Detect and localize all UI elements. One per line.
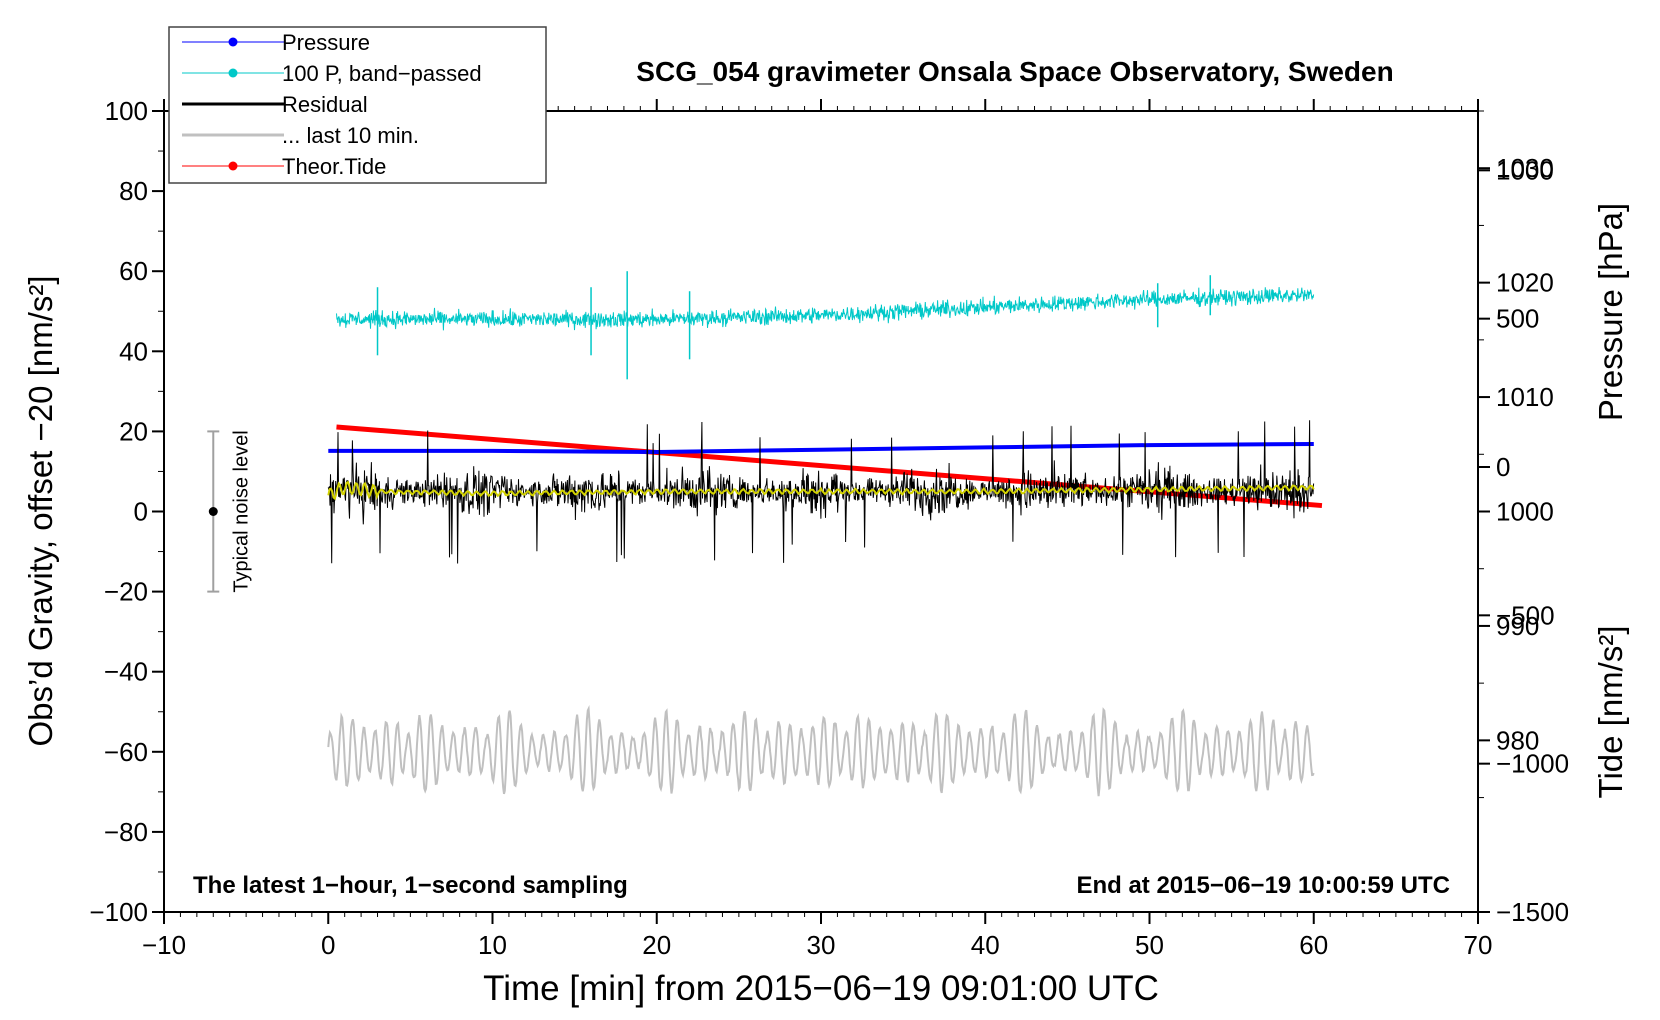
y-tick-label-0: 100	[105, 96, 148, 126]
pressure-tick-label-2: 1010	[1496, 382, 1554, 412]
x-tick-label-0: −10	[142, 930, 186, 960]
legend-label-last-10-min: ... last 10 min.	[282, 123, 419, 148]
x-tick-label-2: 10	[478, 930, 507, 960]
pressure-tick-label-4: 990	[1496, 611, 1539, 641]
legend-marker-pressure	[228, 37, 238, 47]
legend-marker-theor-tide	[228, 161, 238, 171]
x-tick-label-7: 60	[1299, 930, 1328, 960]
y-tick-label-3: 40	[119, 336, 148, 366]
noise-bar-label: Typical noise level	[230, 430, 252, 592]
series-band-passed-line	[336, 286, 1315, 331]
x-tick-label-4: 30	[807, 930, 836, 960]
x-tick-label-8: 70	[1464, 930, 1493, 960]
tide-tick-label-5: −1500	[1496, 897, 1569, 927]
y-axis-label-pressure: Pressure [hPa]	[1592, 203, 1629, 421]
x-tick-label-5: 40	[971, 930, 1000, 960]
x-tick-label-1: 0	[321, 930, 335, 960]
tide-tick-label-3: −500	[1496, 600, 1555, 630]
y-tick-label-1: 80	[119, 176, 148, 206]
legend-label-theor-tide: Theor.Tide	[282, 154, 386, 179]
series-residual-line	[327, 420, 1315, 564]
noise-bar-layer: Typical noise level	[207, 430, 252, 593]
axes-layer: −10 0 10 20 30 40 50 60 70100806040200−20−40−60−…	[89, 96, 1569, 960]
pressure-tick-label-1: 1020	[1496, 268, 1554, 298]
legend-label-pressure: Pressure	[282, 30, 370, 55]
y-tick-label-8: −60	[104, 737, 148, 767]
y-tick-label-7: −40	[104, 657, 148, 687]
series-last-10-min-line	[327, 705, 1315, 797]
series-layer	[327, 271, 1323, 797]
series-residual-smoothed-line	[327, 480, 1315, 501]
x-tick-label-3: 20	[642, 930, 671, 960]
tide-tick-label-1: 500	[1496, 304, 1539, 334]
noise-bar-center-dot	[208, 507, 218, 516]
legend-label-100-p-band-passed: 100 P, band−passed	[282, 61, 482, 86]
y-axis-label-left: Obs’d Gravity, offset −20 [nm/s²]	[22, 275, 59, 746]
pressure-tick-label-0: 1030	[1496, 153, 1554, 183]
series-pressure-line	[328, 442, 1314, 455]
chart-title: SCG_054 gravimeter Onsala Space Observat…	[636, 56, 1393, 87]
legend-entries: Pressure 100 P, band−passed Residual ... la…	[182, 30, 482, 179]
x-axis-label: Time [min] from 2015−06−19 09:01:00 UTC	[483, 969, 1159, 1008]
tide-tick-label-2: 0	[1496, 452, 1510, 482]
y-tick-label-5: 0	[134, 497, 148, 527]
x-tick-label-6: 50	[1135, 930, 1164, 960]
y-tick-label-6: −20	[104, 577, 148, 607]
y-tick-label-10: −100	[89, 897, 148, 927]
y-tick-label-9: −80	[104, 817, 148, 847]
legend-label-residual: Residual	[282, 92, 368, 117]
tide-tick-label-4: −1000	[1496, 749, 1569, 779]
annotation-sampling: The latest 1−hour, 1−second sampling	[193, 872, 628, 899]
legend-marker-100-p-band-passed	[228, 68, 238, 78]
y-axis-label-tide: Tide [nm/s²]	[1592, 626, 1629, 799]
pressure-tick-label-3: 1000	[1496, 497, 1554, 527]
annotation-end-time: End at 2015−06−19 10:00:59 UTC	[1076, 872, 1450, 899]
y-tick-label-2: 60	[119, 256, 148, 286]
y-tick-label-4: 20	[119, 416, 148, 446]
pressure-tick-label-5: 980	[1496, 725, 1539, 755]
legend: Pressure 100 P, band−passed Residual ... la…	[168, 26, 547, 184]
tide-tick-label-0: 1000	[1496, 155, 1554, 185]
